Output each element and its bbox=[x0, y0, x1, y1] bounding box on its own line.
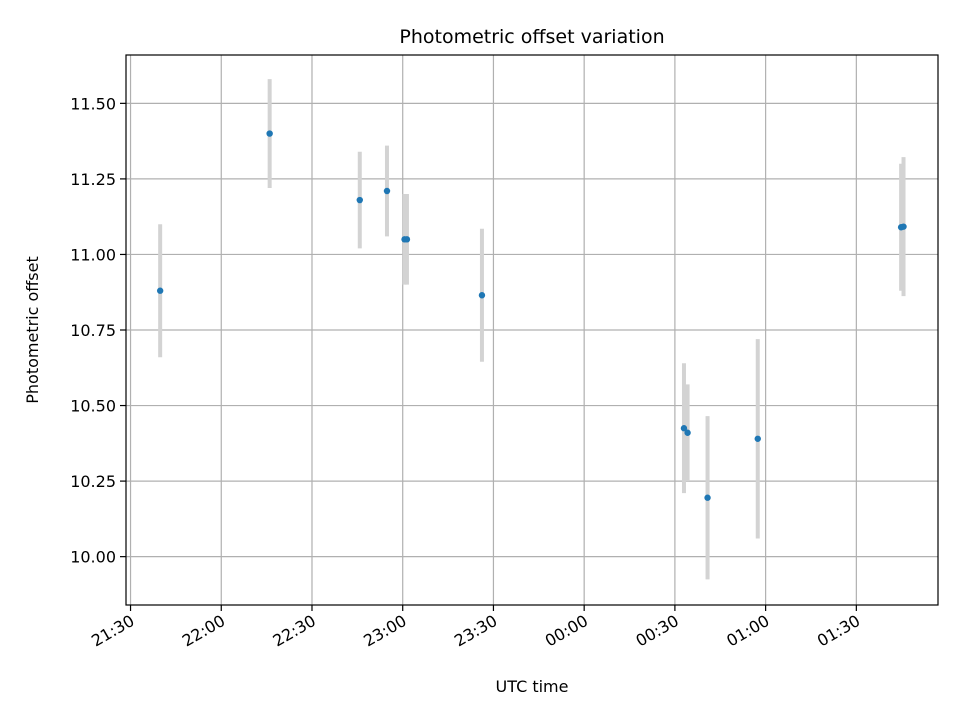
y-tick-label: 11.25 bbox=[70, 170, 116, 189]
data-point bbox=[680, 425, 688, 432]
data-point bbox=[900, 223, 907, 230]
y-tick-label: 11.00 bbox=[70, 245, 116, 264]
x-axis-label: UTC time bbox=[496, 677, 569, 696]
y-axis-label: Photometric offset bbox=[23, 256, 42, 404]
data-point bbox=[754, 435, 761, 442]
data-point bbox=[383, 187, 391, 195]
y-tick-label: 11.50 bbox=[70, 94, 116, 113]
data-point bbox=[704, 494, 711, 501]
chart-title: Photometric offset variation bbox=[399, 26, 664, 48]
y-axis-ticks: 10.00 10.25 10.50 10.75 11.00 11.25 11.50 bbox=[70, 94, 126, 567]
y-tick-label: 10.00 bbox=[70, 548, 116, 567]
y-tick-label: 10.25 bbox=[70, 472, 116, 491]
y-tick-label: 10.50 bbox=[70, 397, 116, 416]
y-tick-label: 10.75 bbox=[70, 321, 116, 340]
data-point bbox=[403, 236, 411, 243]
data-point bbox=[156, 287, 164, 294]
data-point bbox=[684, 429, 691, 436]
data-point bbox=[478, 292, 486, 299]
data-point bbox=[266, 130, 273, 137]
data-points bbox=[156, 130, 907, 501]
data-point bbox=[356, 196, 363, 204]
grid bbox=[126, 55, 938, 605]
